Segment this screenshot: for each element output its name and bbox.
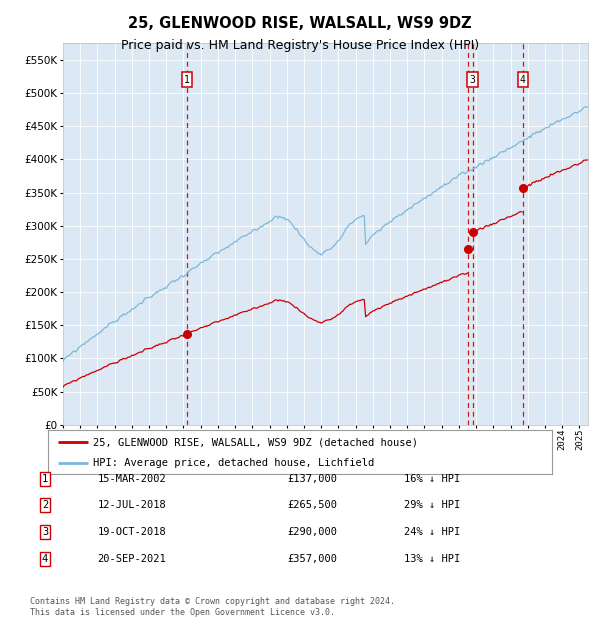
Text: £290,000: £290,000 bbox=[287, 527, 337, 537]
Text: 20-SEP-2021: 20-SEP-2021 bbox=[98, 554, 166, 564]
Text: 19-OCT-2018: 19-OCT-2018 bbox=[98, 527, 166, 537]
Text: 15-MAR-2002: 15-MAR-2002 bbox=[98, 474, 166, 484]
Text: £265,500: £265,500 bbox=[287, 500, 337, 510]
Text: 4: 4 bbox=[520, 75, 526, 85]
Text: 24% ↓ HPI: 24% ↓ HPI bbox=[404, 527, 460, 537]
Text: 25, GLENWOOD RISE, WALSALL, WS9 9DZ (detached house): 25, GLENWOOD RISE, WALSALL, WS9 9DZ (det… bbox=[94, 437, 418, 447]
Text: 3: 3 bbox=[470, 75, 476, 85]
Text: 1: 1 bbox=[184, 75, 190, 85]
Text: 16% ↓ HPI: 16% ↓ HPI bbox=[404, 474, 460, 484]
Text: £357,000: £357,000 bbox=[287, 554, 337, 564]
Text: 25, GLENWOOD RISE, WALSALL, WS9 9DZ: 25, GLENWOOD RISE, WALSALL, WS9 9DZ bbox=[128, 16, 472, 30]
Text: 1: 1 bbox=[42, 474, 48, 484]
Text: 13% ↓ HPI: 13% ↓ HPI bbox=[404, 554, 460, 564]
Text: 4: 4 bbox=[42, 554, 48, 564]
Text: Contains HM Land Registry data © Crown copyright and database right 2024.
This d: Contains HM Land Registry data © Crown c… bbox=[30, 598, 395, 617]
Text: Price paid vs. HM Land Registry's House Price Index (HPI): Price paid vs. HM Land Registry's House … bbox=[121, 39, 479, 52]
Text: 29% ↓ HPI: 29% ↓ HPI bbox=[404, 500, 460, 510]
Text: HPI: Average price, detached house, Lichfield: HPI: Average price, detached house, Lich… bbox=[94, 458, 374, 468]
Text: 2: 2 bbox=[42, 500, 48, 510]
Text: 3: 3 bbox=[42, 527, 48, 537]
Text: 12-JUL-2018: 12-JUL-2018 bbox=[98, 500, 166, 510]
Text: £137,000: £137,000 bbox=[287, 474, 337, 484]
